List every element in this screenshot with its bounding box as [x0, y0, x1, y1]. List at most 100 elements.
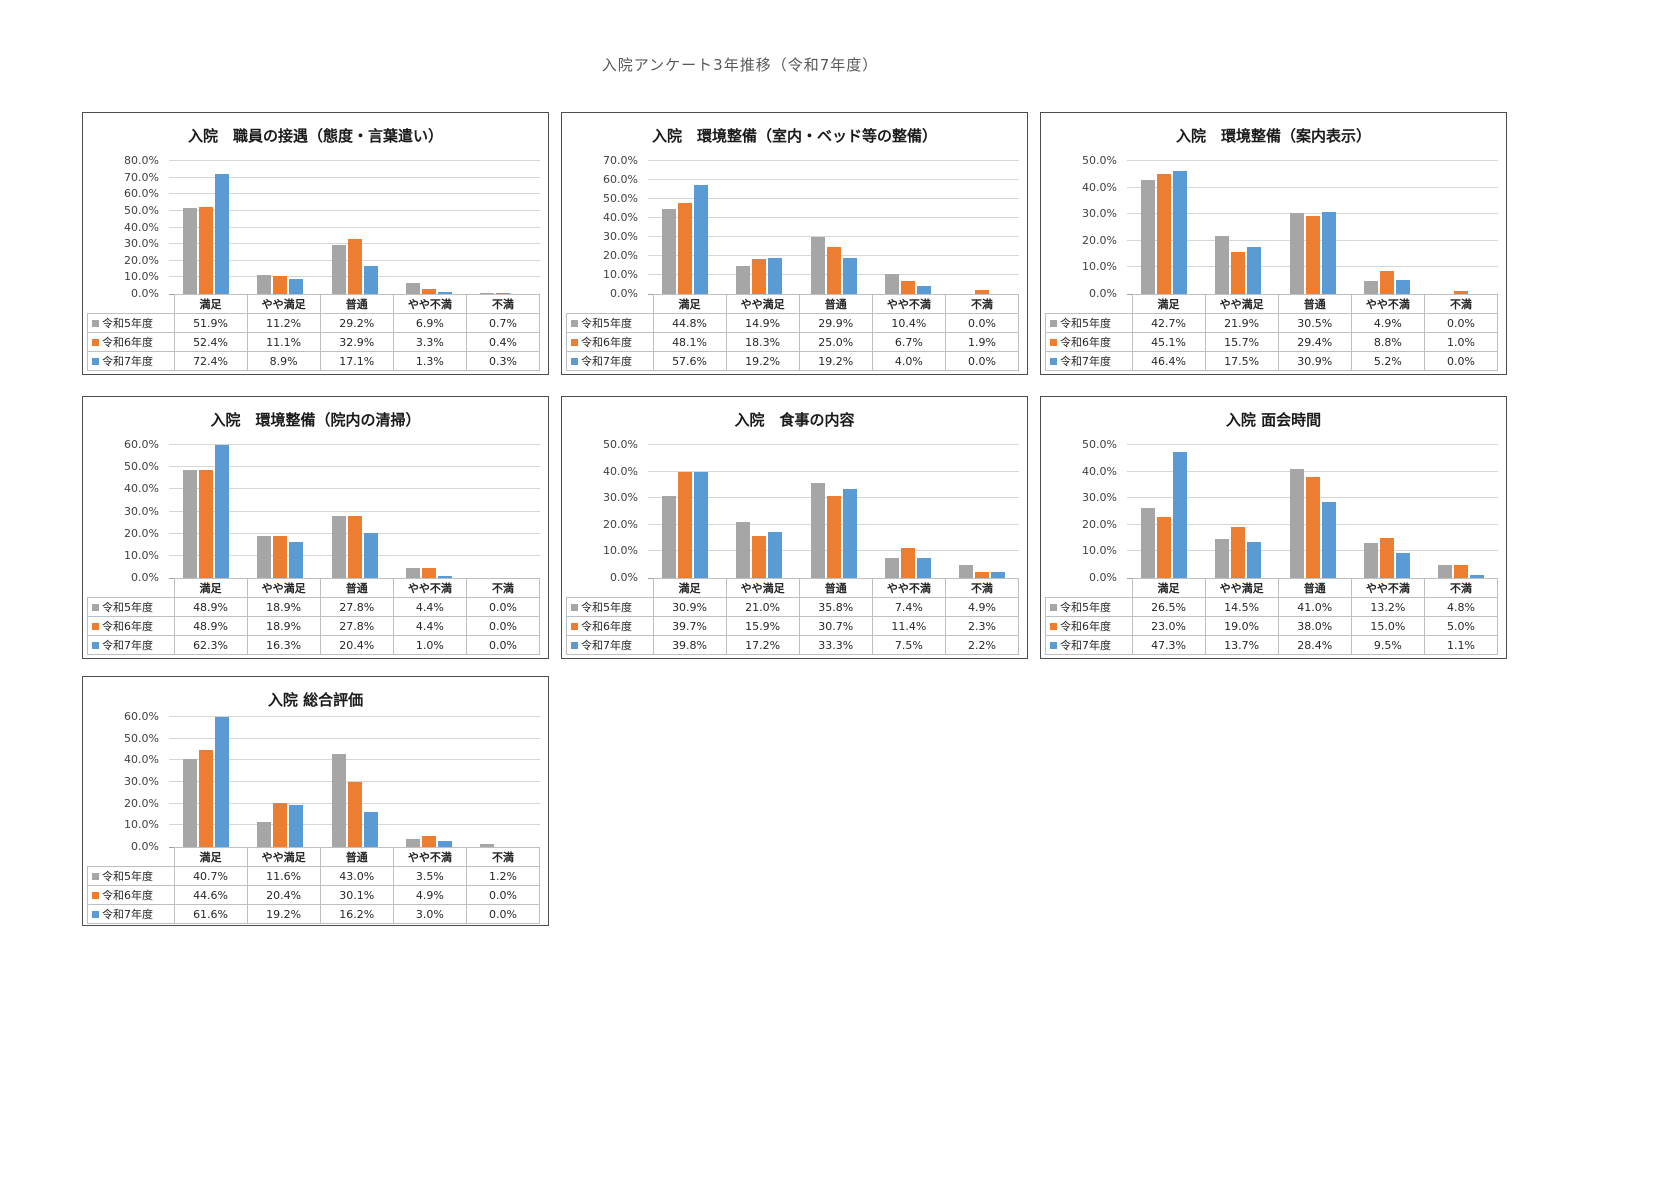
y-axis-label: 10.0%	[124, 270, 159, 284]
bar-group-やや満足	[243, 445, 317, 578]
plot-area	[169, 160, 540, 295]
table-cell: 18.9%	[246, 616, 321, 636]
table-header-cell: 満足	[1131, 578, 1206, 598]
table-cell: 42.7%	[1131, 313, 1206, 333]
table-row-header: 令和6年度	[87, 332, 175, 352]
table-cell: 43.0%	[319, 866, 394, 886]
series-name: 令和7年度	[102, 355, 153, 368]
y-axis-label: 40.0%	[124, 482, 159, 496]
legend-swatch	[571, 622, 578, 630]
bar-令和5年度-やや満足	[736, 522, 751, 578]
table-header-cell: やや満足	[246, 578, 321, 598]
table-cell: 20.4%	[246, 885, 321, 905]
gridline	[648, 179, 1019, 180]
table-corner	[567, 579, 654, 598]
y-axis-label: 50.0%	[1082, 438, 1117, 451]
table-cell: 1.0%	[392, 635, 467, 655]
table-row-header: 令和6年度	[87, 885, 175, 905]
row-header-content: 令和6年度	[569, 334, 651, 350]
table-row-header: 令和5年度	[566, 313, 654, 333]
table-row-header: 令和6年度	[87, 616, 175, 636]
chart-body: 0.0% 10.0% 20.0% 30.0% 40.0% 50.0% 満足 やや満足 普通 やや…	[1041, 439, 1506, 658]
y-axis: 0.0% 10.0% 20.0% 30.0% 40.0% 50.0% 60.0%	[83, 711, 163, 853]
bar-令和5年度-やや満足	[257, 821, 272, 847]
table-header-row: 満足 やや満足 普通 やや不満 不満	[1046, 294, 1499, 314]
gridline	[648, 236, 1019, 237]
table-row: 令和5年度 51.9% 11.2% 29.2% 6.9% 0.7%	[87, 313, 541, 333]
table-cell: 21.9%	[1204, 313, 1279, 333]
table-cell: 48.1%	[652, 332, 727, 352]
bar-group-満足	[648, 161, 722, 294]
table-cell: 38.0%	[1277, 616, 1352, 636]
table-cell: 30.1%	[319, 885, 394, 905]
table-header-cell: やや満足	[246, 847, 321, 867]
bars-layer	[169, 161, 540, 294]
table-cell: 6.9%	[392, 313, 467, 333]
bar-令和7年度-満足	[215, 717, 230, 847]
bar-令和7年度-普通	[842, 489, 857, 578]
bar-group-不満	[945, 161, 1019, 294]
table-row-header: 令和7年度	[87, 635, 175, 655]
table-header-cell: やや不満	[871, 578, 946, 598]
y-axis-label: 20.0%	[124, 253, 159, 267]
row-header-content: 令和7年度	[1048, 637, 1130, 653]
chart-body: 0.0% 10.0% 20.0% 30.0% 40.0% 50.0% 60.0% 70.0% 8…	[83, 155, 548, 374]
table-cell: 2.2%	[944, 635, 1020, 655]
bar-令和6年度-やや不満	[421, 288, 436, 294]
bar-令和5年度-やや不満	[1363, 280, 1378, 294]
bar-令和6年度-やや満足	[273, 802, 288, 847]
table-cell: 9.5%	[1350, 635, 1425, 655]
table-cell: 39.7%	[652, 616, 727, 636]
series-name: 令和5年度	[102, 317, 153, 330]
y-axis-label: 30.0%	[124, 237, 159, 251]
table-row: 令和6年度 52.4% 11.1% 32.9% 3.3% 0.4%	[87, 332, 541, 352]
series-name: 令和5年度	[1060, 317, 1111, 330]
chart-data-table: 満足 やや満足 普通 やや不満 不満 令和5年度 51.9% 11.2% 29.2% 6.9% 0.…	[87, 294, 541, 371]
table-cell: 15.9%	[725, 616, 800, 636]
table-row: 令和5年度 26.5% 14.5% 41.0% 13.2% 4.8%	[1045, 597, 1499, 617]
gridline	[169, 716, 540, 717]
y-axis-label: 40.0%	[1082, 180, 1117, 194]
table-cell: 46.4%	[1131, 351, 1206, 371]
y-axis-label: 0.0%	[1089, 571, 1117, 584]
table-cell: 2.3%	[944, 616, 1020, 636]
legend-swatch	[92, 357, 99, 365]
series-name: 令和6年度	[102, 889, 153, 902]
chart-title: 入院 環境整備（室内・ベッド等の整備）	[651, 127, 937, 145]
series-name: 令和7年度	[1060, 355, 1111, 368]
gridline	[169, 510, 540, 512]
chart-body: 0.0% 10.0% 20.0% 30.0% 40.0% 50.0% 60.0% 満足 やや満…	[83, 711, 548, 925]
table-cell: 40.7%	[173, 866, 248, 886]
bar-令和6年度-不満	[1453, 564, 1468, 578]
bar-group-不満	[945, 445, 1019, 578]
table-cell: 25.0%	[798, 332, 873, 352]
row-header-content: 令和5年度	[90, 315, 172, 331]
bar-令和6年度-普通	[347, 516, 362, 578]
data-table: 満足 やや満足 普通 やや不満 不満 令和5年度 42.7% 21.9% 30.5% 4.9% 0.…	[1045, 294, 1499, 371]
chart-title: 入院 面会時間	[1225, 411, 1322, 429]
bar-group-普通	[1275, 445, 1349, 578]
bar-令和7年度-満足	[215, 173, 230, 294]
y-axis-label: 70.0%	[603, 154, 638, 167]
y-axis-label: 50.0%	[603, 192, 638, 205]
table-cell: 11.1%	[246, 332, 321, 352]
bar-令和7年度-やや満足	[289, 279, 304, 294]
bar-令和5年度-やや満足	[736, 265, 751, 294]
table-header-row: 満足 やや満足 普通 やや不満 不満	[567, 578, 1020, 598]
y-axis-label: 20.0%	[1082, 517, 1117, 531]
table-header-cell: やや不満	[1350, 294, 1425, 314]
bar-令和5年度-やや不満	[405, 282, 420, 294]
table-cell: 29.9%	[798, 313, 873, 333]
table-corner	[1046, 579, 1133, 598]
bar-令和5年度-普通	[331, 753, 346, 847]
bar-group-普通	[317, 717, 391, 847]
bar-group-満足	[1127, 161, 1201, 294]
gridline	[1127, 160, 1498, 161]
bar-令和7年度-普通	[363, 532, 378, 578]
y-axis: 0.0% 10.0% 20.0% 30.0% 40.0% 50.0% 60.0% 70.0%	[562, 155, 642, 300]
legend-swatch	[1050, 338, 1057, 346]
bar-group-満足	[169, 161, 243, 294]
table-header-cell: 普通	[1277, 578, 1352, 598]
table-cell: 32.9%	[319, 332, 394, 352]
bar-令和7年度-やや不満	[437, 840, 452, 847]
